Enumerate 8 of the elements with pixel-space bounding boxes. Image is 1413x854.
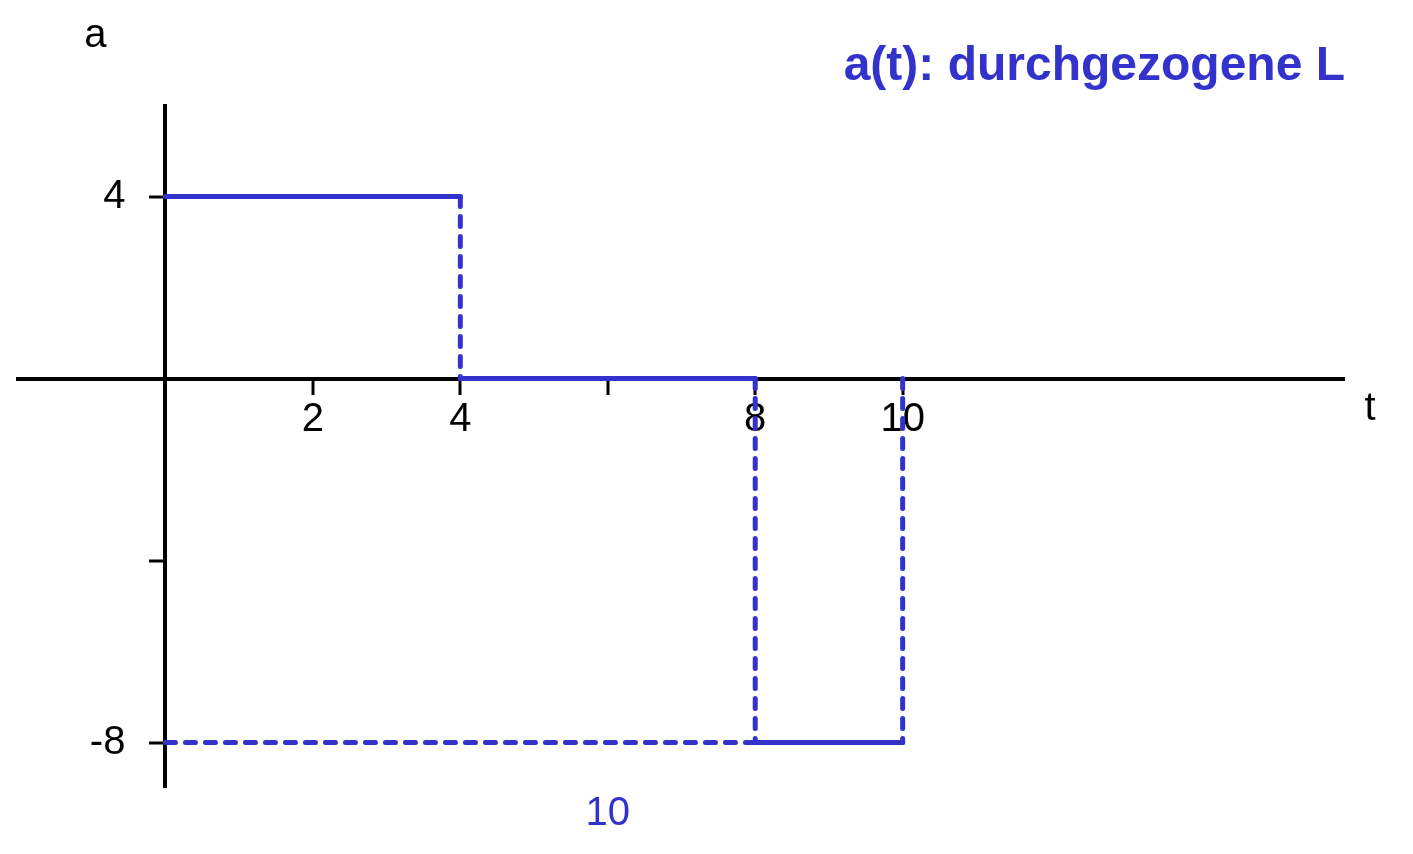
x-tick-label: 10	[880, 394, 925, 439]
chart-title: a(t): durchgezogene L	[843, 37, 1345, 91]
text: 10	[585, 789, 631, 834]
y-axis-title: a	[84, 11, 108, 56]
x-axis-title: t	[1364, 383, 1376, 428]
x-tick-label: 4	[449, 394, 472, 439]
y-tick-label: -8	[89, 717, 166, 762]
x-tick-label: 2	[301, 394, 325, 439]
